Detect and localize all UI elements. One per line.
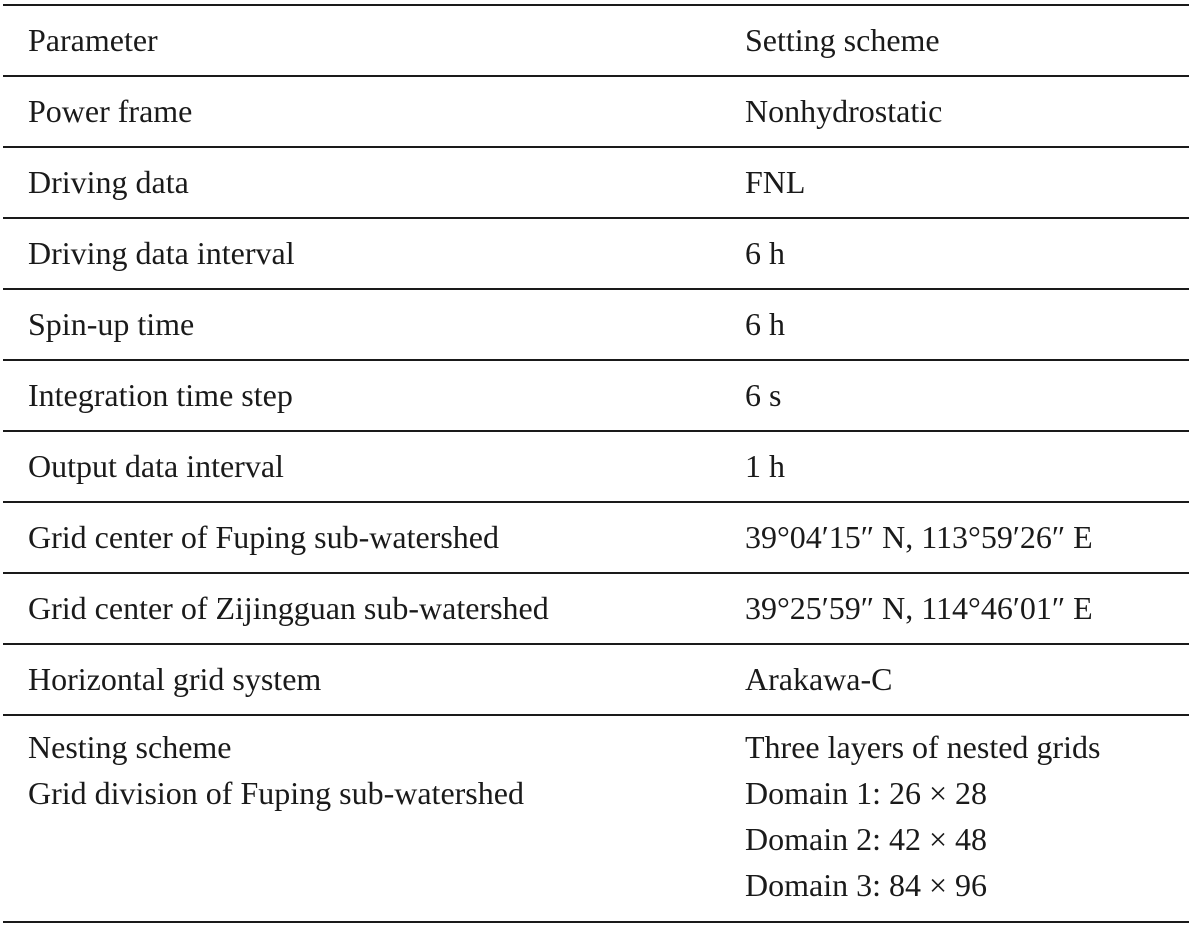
header-setting-scheme: Setting scheme xyxy=(745,22,940,58)
row-setting: 6 h xyxy=(745,235,785,271)
setting-line: Domain 2: 42 × 48 xyxy=(745,821,988,857)
row-setting: 6 h xyxy=(745,306,785,342)
row-setting: FNL xyxy=(745,164,806,200)
row-parameter-multiline: Nesting scheme Grid division of Fuping s… xyxy=(28,724,524,816)
table-row: Spin-up time 6 h xyxy=(3,290,1189,361)
row-parameter: Horizontal grid system xyxy=(28,661,322,697)
row-parameter: Integration time step xyxy=(28,377,293,413)
table-row-nesting-scheme: Nesting scheme Grid division of Fuping s… xyxy=(3,716,1189,923)
setting-line: Three layers of nested grids xyxy=(745,729,1101,765)
row-setting: 6 s xyxy=(745,377,782,413)
table-row: Power frame Nonhydrostatic xyxy=(3,77,1189,148)
table-header-row: Parameter Setting scheme xyxy=(3,6,1189,77)
row-parameter: Power frame xyxy=(28,93,193,129)
row-parameter: Output data interval xyxy=(28,448,284,484)
table-row: Grid center of Zijingguan sub-watershed … xyxy=(3,574,1189,645)
row-parameter: Spin-up time xyxy=(28,306,195,342)
header-parameter: Parameter xyxy=(28,22,158,58)
row-setting: 39°25′59″ N, 114°46′01″ E xyxy=(745,590,1093,626)
row-setting: Arakawa-C xyxy=(745,661,893,697)
row-setting-multiline: Three layers of nested grids Domain 1: 2… xyxy=(745,724,1100,908)
table-row: Output data interval 1 h xyxy=(3,432,1189,503)
table-row: Integration time step 6 s xyxy=(3,361,1189,432)
row-parameter: Driving data interval xyxy=(28,235,295,271)
parameter-line: Nesting scheme xyxy=(28,729,232,765)
table-row: Grid center of Fuping sub-watershed 39°0… xyxy=(3,503,1189,574)
table-row: Driving data FNL xyxy=(3,148,1189,219)
row-parameter: Grid center of Zijingguan sub-watershed xyxy=(28,590,549,626)
row-parameter: Driving data xyxy=(28,164,189,200)
row-setting: 39°04′15″ N, 113°59′26″ E xyxy=(745,519,1093,555)
row-parameter: Grid center of Fuping sub-watershed xyxy=(28,519,499,555)
parameter-table: Parameter Setting scheme Power frame Non… xyxy=(3,4,1189,923)
row-setting: Nonhydrostatic xyxy=(745,93,943,129)
table-row: Horizontal grid system Arakawa-C xyxy=(3,645,1189,716)
setting-line: Domain 3: 84 × 96 xyxy=(745,867,988,903)
table-row: Driving data interval 6 h xyxy=(3,219,1189,290)
row-setting: 1 h xyxy=(745,448,785,484)
parameter-line: Grid division of Fuping sub-watershed xyxy=(28,775,524,811)
setting-line: Domain 1: 26 × 28 xyxy=(745,775,988,811)
